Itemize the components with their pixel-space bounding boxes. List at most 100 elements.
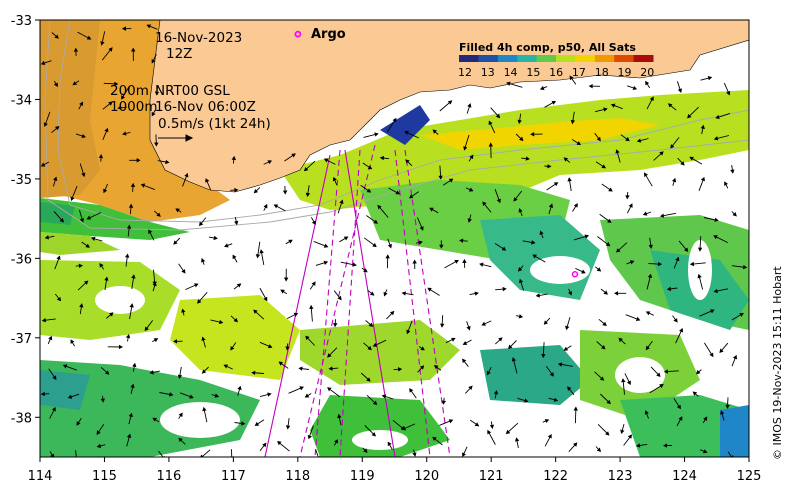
colorbar-ticks: 12 13 14 15 16 17 18 19 20 [458,66,654,79]
current-vector-head [100,41,105,46]
current-vector-head [588,83,593,89]
bathymetry-contours [44,20,749,231]
current-vector-head [56,255,61,260]
current-vector-head [567,177,572,182]
current-vector-head [291,153,296,158]
current-vector-head [662,443,668,448]
current-vector-head [59,218,64,223]
current-vector-head [76,462,79,465]
current-vector-head [419,226,424,231]
current-vector-head [647,273,653,279]
current-vector-head [114,81,119,87]
current-vector-head [122,131,127,136]
current-vector-head [151,111,156,117]
current-vector-head [419,365,425,370]
current-vector-head [488,120,493,126]
current-vector-head [83,280,89,285]
current-vector-head [377,204,382,210]
current-vector-head [659,151,664,156]
current-vector-head [496,198,501,204]
current-vector-head [202,406,207,412]
colorbar-segment [633,55,654,62]
current-vector-head [648,244,653,249]
land-mass [149,20,749,193]
current-vector-head [412,452,417,457]
current-vector-head [568,291,572,296]
current-vector-head [644,172,648,177]
current-vector-head [41,317,47,323]
colorbar-segment [517,55,538,62]
current-vector-head [518,208,523,213]
current-vector-head [189,394,194,399]
argo-float-marker [571,271,579,278]
current-vector-head [713,235,718,240]
current-vector-head [601,345,606,350]
current-vector-head [144,326,149,332]
current-vector-head [447,100,453,105]
current-vector-head [366,188,372,193]
current-vector-head [511,357,517,362]
current-vector-head [535,293,540,298]
current-vector-head [432,129,437,134]
current-vector-head [81,133,86,139]
current-vector-head [547,433,552,439]
current-vector-head [675,256,680,262]
current-vector-head [659,213,665,218]
current-vector-head [109,312,114,317]
current-vector-head [672,177,677,183]
current-vector-head [680,161,685,166]
current-vector-head [387,441,392,447]
current-vector-head [259,249,264,254]
current-vector-head [563,157,569,162]
current-vector-head [463,146,468,151]
current-vector-head [181,308,186,313]
current-vector-head [666,286,672,292]
current-vector-head [513,197,518,202]
current-vector-head [454,259,459,264]
current-vector-head [697,273,702,279]
current-vector-head [152,281,157,287]
current-vector-head [713,136,719,141]
current-vector-head [53,82,58,88]
current-vector-head [67,394,73,399]
current-vector-head [96,430,101,435]
current-vector-head [175,208,180,213]
current-vector-head [131,47,136,52]
current-vector-head [263,203,268,209]
current-vector-head [468,385,473,391]
current-vector-head [700,124,705,130]
current-vector-head [224,243,229,248]
current-vector-head [567,386,572,391]
current-vector-head [726,90,731,96]
vector-scale-label: 0.5m/s (1kt 24h) [158,116,271,132]
current-vector-head [676,404,681,410]
current-vector-head [372,242,377,248]
current-vector-head [333,323,338,328]
current-vector-head [104,276,109,281]
current-vector-head [679,327,683,333]
colorbar-tick-label: 16 [549,66,563,79]
current-vector-head [599,376,605,381]
current-vector-head [596,447,602,452]
current-vector-head [432,436,437,441]
vector-scale-arrow [158,134,194,142]
current-vector-head [543,320,549,325]
current-vector-head [539,230,544,236]
current-vector-head [495,113,501,119]
current-vector-head [532,254,537,259]
x-tick-label: 125 [737,469,762,484]
current-vector-head [429,207,434,212]
current-vector-head [709,352,714,358]
current-vector-head [548,203,554,208]
current-vector-head [732,212,737,217]
current-vector-head [469,154,474,160]
current-vector-head [544,419,550,424]
current-vector-head [48,335,53,341]
current-vector-head [368,322,374,327]
current-vector-head [154,91,160,96]
x-tick-label: 121 [479,469,504,484]
current-vector-head [524,398,529,403]
current-vector-head [201,258,206,263]
y-tick-label: -35 [11,173,32,188]
current-vector-head [618,337,623,343]
